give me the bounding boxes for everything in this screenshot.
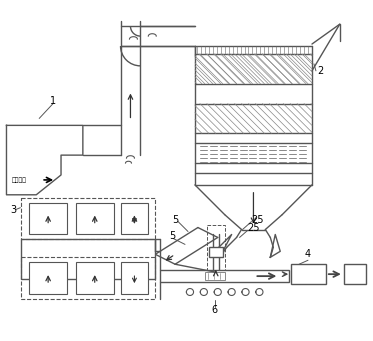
Bar bbox=[120, 262, 148, 294]
Text: 烟气流向: 烟气流向 bbox=[12, 177, 26, 183]
Bar bbox=[205, 272, 225, 280]
Text: 25: 25 bbox=[251, 214, 264, 225]
Bar bbox=[21, 257, 155, 299]
Bar bbox=[21, 198, 155, 239]
Text: 6: 6 bbox=[212, 305, 218, 315]
Bar bbox=[76, 262, 114, 294]
Bar bbox=[344, 264, 366, 284]
Text: 4: 4 bbox=[305, 249, 311, 259]
Text: 5: 5 bbox=[169, 232, 175, 241]
Bar bbox=[29, 203, 67, 235]
Text: 5: 5 bbox=[172, 214, 178, 225]
Text: 25: 25 bbox=[248, 223, 260, 233]
Bar bbox=[120, 203, 148, 235]
Text: 2: 2 bbox=[317, 66, 323, 76]
Bar bbox=[21, 239, 155, 279]
Text: 3: 3 bbox=[10, 205, 16, 215]
Bar bbox=[291, 264, 326, 284]
Text: 1: 1 bbox=[50, 95, 56, 106]
Bar bbox=[29, 262, 67, 294]
Bar bbox=[76, 203, 114, 235]
Bar bbox=[160, 270, 289, 282]
Bar bbox=[207, 225, 225, 279]
Bar bbox=[209, 247, 223, 257]
